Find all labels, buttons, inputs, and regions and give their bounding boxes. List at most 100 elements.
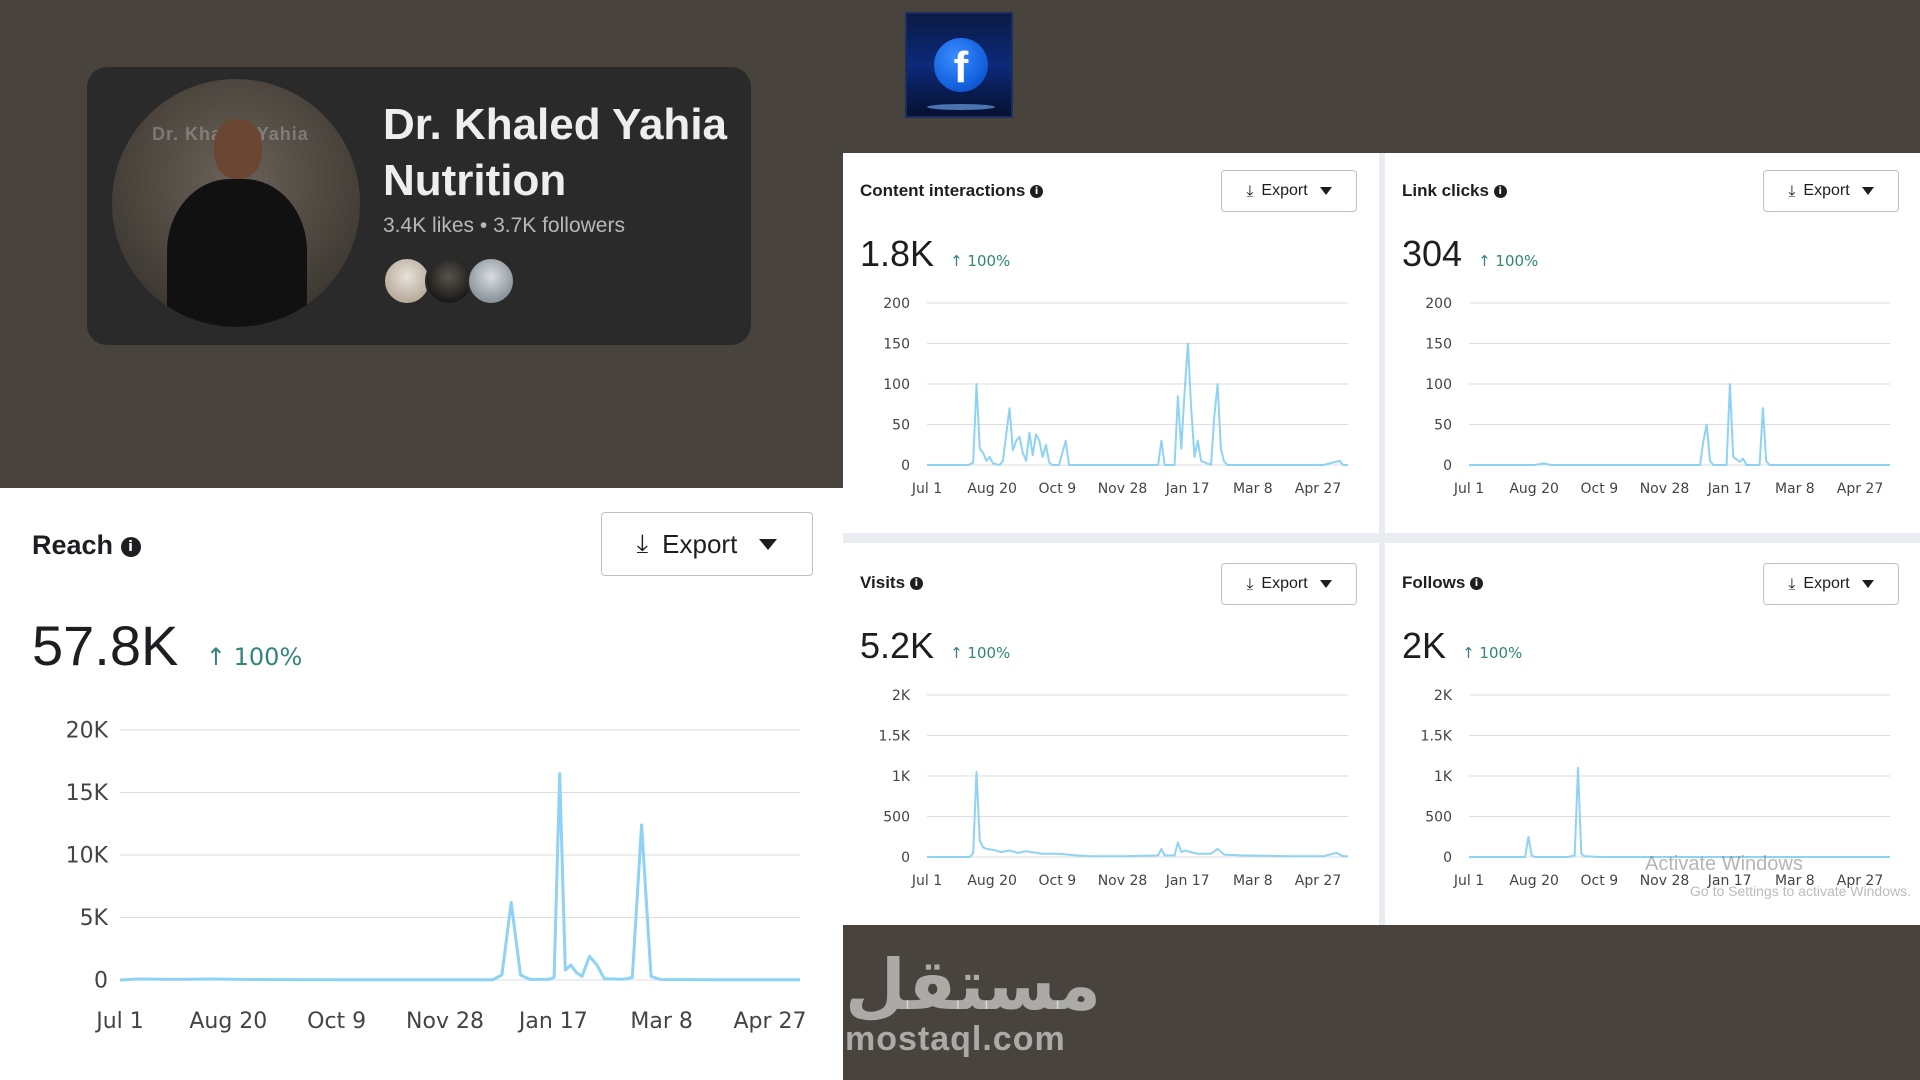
x-tick-label: Jul 1 <box>1453 873 1484 889</box>
x-tick-label: Mar 8 <box>1775 873 1815 889</box>
link-clicks-card: Link clicks i ⤓ Export 304 ↑ 100% 0 50 100… <box>1385 153 1920 533</box>
export-label: Export <box>1803 182 1850 199</box>
caret-down-icon <box>1319 580 1332 588</box>
y-tick-label: 1K <box>892 769 911 785</box>
metric-value: 5.2K ↑ 100% <box>860 625 1011 666</box>
x-tick-label: Apr 27 <box>1837 481 1883 497</box>
x-tick-label: Nov 28 <box>1640 481 1690 497</box>
metric-value: 304 ↑ 100% <box>1402 233 1539 274</box>
metric-change: ↑ 100% <box>1478 252 1539 270</box>
series-line <box>927 771 1348 858</box>
y-tick-label: 1K <box>1434 769 1453 785</box>
x-tick-label: Nov 28 <box>1640 873 1690 889</box>
facebook-f-icon: f <box>934 38 988 92</box>
y-tick-label: 2K <box>892 688 911 704</box>
y-tick-label: 200 <box>1425 296 1452 312</box>
y-tick-label: 1.5K <box>1421 728 1453 744</box>
logo-glow <box>927 104 995 110</box>
series-line <box>927 342 1348 466</box>
reach-chart: 0 5K 10K 15K 20K Jul 1 Aug 20 Oct 9 Nov 28 Jan 17… <box>66 719 807 1034</box>
x-tick-label: Mar 8 <box>1233 873 1273 889</box>
x-tick-label: Oct 9 <box>1581 873 1619 889</box>
y-tick-label: 200 <box>883 296 910 312</box>
y-tick-label: 0 <box>1443 850 1452 866</box>
export-button[interactable]: ⤓ Export <box>1763 563 1899 605</box>
x-tick-label: Jan 17 <box>517 1009 588 1034</box>
visits-card: Visits i ⤓ Export 5.2K ↑ 100% 0 500 1K 1.5K… <box>843 543 1379 925</box>
friend-avatars <box>383 257 523 305</box>
download-icon: ⤓ <box>636 528 649 559</box>
page-name[interactable]: Dr. Khaled Yahia Nutrition <box>383 97 743 209</box>
page-stats: 3.4K likes • 3.7K followers <box>383 214 625 237</box>
page-name-line-2: Nutrition <box>383 156 567 205</box>
x-tick-label: Apr 27 <box>1295 481 1341 497</box>
info-icon[interactable]: i <box>1030 185 1044 199</box>
person-body-shape <box>167 179 307 327</box>
info-icon[interactable]: i <box>1470 577 1484 591</box>
export-button[interactable]: ⤓ Export <box>1221 170 1357 212</box>
reach-card: Reach i ⤓ Export 57.8K ↑ 100% 0 5K 10K 15K 2… <box>0 488 843 1080</box>
x-tick-label: Jan 17 <box>1707 481 1752 497</box>
profile-card: Dr. Khaled Yahia Dr. Khaled Yahia Nutrit… <box>87 67 751 345</box>
export-label: Export <box>1261 575 1308 592</box>
x-tick-label: Aug 20 <box>1509 481 1559 497</box>
y-tick-label: 500 <box>1425 809 1452 825</box>
export-button[interactable]: ⤓ Export <box>601 512 813 576</box>
y-tick-label: 0 <box>1443 458 1452 474</box>
x-tick-label: Apr 27 <box>733 1009 806 1034</box>
metric-change: ↑ 100% <box>950 644 1011 662</box>
x-tick-label: Aug 20 <box>967 481 1017 497</box>
page-name-line-1: Dr. Khaled Yahia <box>383 100 728 149</box>
os-activation-notice: Activate Windows <box>1645 853 1803 875</box>
info-icon[interactable]: i <box>120 536 141 557</box>
info-icon[interactable]: i <box>909 577 923 591</box>
x-tick-label: Aug 20 <box>189 1009 267 1034</box>
export-label: Export <box>662 528 738 559</box>
card-title: Follows i <box>1402 573 1484 593</box>
y-tick-label: 100 <box>1425 377 1452 393</box>
card-title: Visits i <box>860 573 923 593</box>
friend-avatar[interactable] <box>425 257 473 305</box>
export-label: Export <box>1261 182 1308 199</box>
mostaql-latin: mostaql.com <box>845 1020 1066 1058</box>
profile-photo[interactable]: Dr. Khaled Yahia <box>112 79 360 327</box>
person-head-shape <box>214 119 262 179</box>
x-tick-label: Jul 1 <box>1453 481 1484 497</box>
download-icon: ⤓ <box>1788 181 1796 200</box>
facebook-logo: f <box>905 12 1013 118</box>
download-icon: ⤓ <box>1246 181 1254 200</box>
series-line <box>1469 766 1890 858</box>
x-tick-label: Oct 9 <box>1039 481 1077 497</box>
y-tick-label: 50 <box>1434 417 1452 433</box>
x-tick-label: Apr 27 <box>1837 873 1883 889</box>
y-tick-label: 5K <box>80 906 109 931</box>
y-tick-label: 2K <box>1434 688 1453 704</box>
friend-avatar[interactable] <box>467 257 515 305</box>
y-tick-label: 0 <box>901 458 910 474</box>
info-icon[interactable]: i <box>1493 185 1507 199</box>
metric-change: ↑ 100% <box>950 252 1011 270</box>
export-button[interactable]: ⤓ Export <box>1221 563 1357 605</box>
x-tick-label: Mar 8 <box>1233 481 1273 497</box>
metric-change: ↑ 100% <box>205 643 303 671</box>
caret-down-icon <box>1861 580 1874 588</box>
y-tick-label: 20K <box>66 719 109 744</box>
download-icon: ⤓ <box>1246 574 1254 593</box>
os-activation-subtext: Go to Settings to activate Windows. <box>1690 883 1911 899</box>
series-line <box>119 772 800 982</box>
export-button[interactable]: ⤓ Export <box>1763 170 1899 212</box>
content-interactions-card: Content interactions i ⤓ Export 1.8K ↑ 1… <box>843 153 1379 533</box>
x-tick-label: Jul 1 <box>911 873 942 889</box>
friend-avatar[interactable] <box>383 257 431 305</box>
follows-card: Follows i ⤓ Export 2K ↑ 100% 0 500 1K 1.5K 2… <box>1385 543 1920 925</box>
x-tick-label: Oct 9 <box>307 1009 366 1034</box>
x-tick-label: Aug 20 <box>967 873 1017 889</box>
y-tick-label: 10K <box>66 844 109 869</box>
x-tick-label: Jul 1 <box>911 481 942 497</box>
x-tick-label: Mar 8 <box>630 1009 693 1034</box>
y-tick-label: 0 <box>901 850 910 866</box>
link-clicks-chart: 0 50 100 150 200 Jul 1 Aug 20 Oct 9 Nov 28 Jan 17… <box>1425 296 1890 497</box>
y-tick-label: 1.5K <box>879 728 911 744</box>
metric-value: 2K ↑ 100% <box>1402 625 1523 666</box>
x-tick-label: Jul 1 <box>94 1009 144 1034</box>
